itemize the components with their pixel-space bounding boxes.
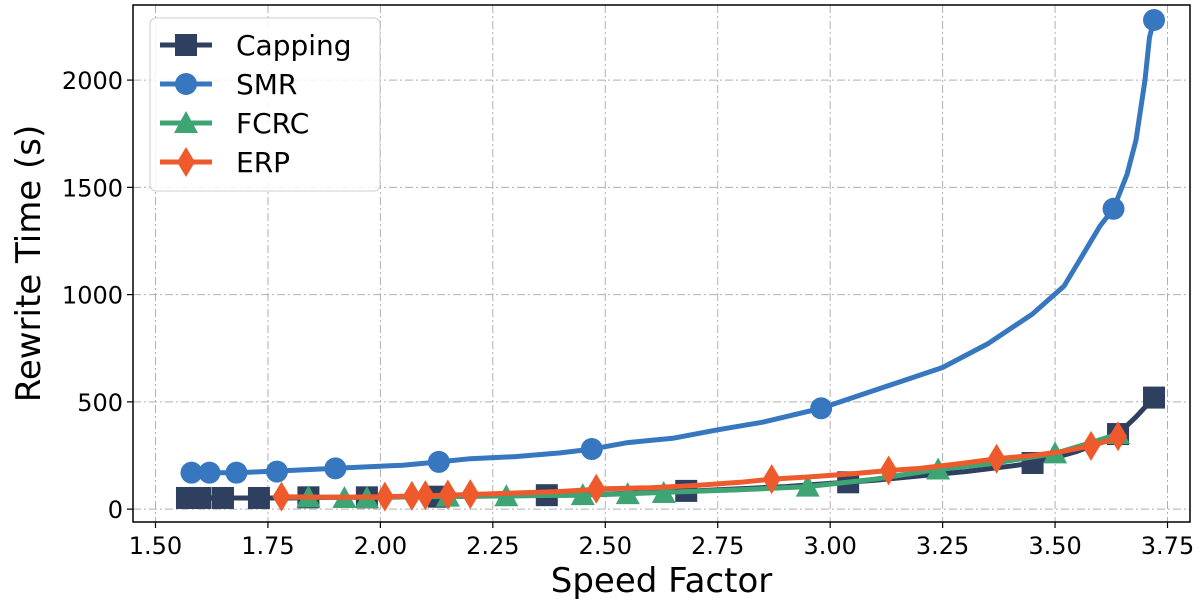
data-point [762,464,781,495]
data-point [570,483,595,506]
series-line [184,395,1157,501]
data-point [324,457,347,480]
data-point [1082,430,1101,461]
x-tick-label: 2.50 [579,532,632,560]
data-point [587,473,606,504]
data-point [247,486,270,509]
legend-label: Capping [236,29,352,62]
legend-marker [175,73,197,95]
data-point [1102,197,1125,220]
x-tick-label: 3.00 [803,532,856,560]
legend-marker [177,147,195,177]
y-tick-label: 500 [77,389,123,417]
legend-label: FCRC [236,107,309,140]
series-smr [180,9,1166,484]
legend: Capping SMR FCRC ERP [149,17,381,192]
x-tick-label: 3.75 [1141,532,1194,560]
x-tick-label: 1.75 [241,532,294,560]
x-tick-label: 3.25 [916,532,969,560]
legend-marker [175,34,197,56]
series-layer [175,9,1166,512]
y-tick-label: 1500 [62,174,123,202]
x-tick-label: 1.50 [129,532,182,560]
data-point [1143,9,1166,32]
y-tick-label: 2000 [62,67,123,95]
data-point [265,460,288,483]
x-tick-label: 2.75 [691,532,744,560]
data-point [615,482,640,505]
legend-label: ERP [236,146,290,179]
data-point [438,479,457,510]
plot-area-frame [132,4,1191,523]
data-point [402,480,421,511]
data-point [1109,421,1128,452]
axis-ticks: 1.50 1.75 2.00 2.25 2.50 2.75 3.00 3.25 3.50 3.75… [62,67,1194,560]
legend-marker [174,111,198,133]
legend-box [149,17,381,192]
data-point [580,438,603,461]
y-tick-label: 1000 [62,282,123,310]
series-erp [272,421,1128,512]
data-point [461,479,480,510]
data-point [225,461,248,484]
data-point [810,397,833,420]
data-point [427,450,450,473]
data-point [375,481,394,512]
x-tick-label: 3.50 [1028,532,1081,560]
data-point [879,455,898,486]
x-tick-label: 2.00 [354,532,407,560]
data-point [180,461,203,484]
data-point [211,486,234,509]
x-tick-label: 2.25 [466,532,519,560]
data-point [1143,386,1166,409]
data-point [416,480,435,511]
data-point [795,474,820,497]
data-point [987,443,1006,474]
data-point [651,481,676,504]
y-tick-label: 0 [108,496,123,524]
legend-label: SMR [236,68,297,101]
data-point [272,481,291,512]
x-axis-title: Speed Factor [551,561,772,600]
data-point [189,486,212,509]
data-point [198,461,221,484]
y-axis-title: Rewrite Time (s) [9,125,49,403]
